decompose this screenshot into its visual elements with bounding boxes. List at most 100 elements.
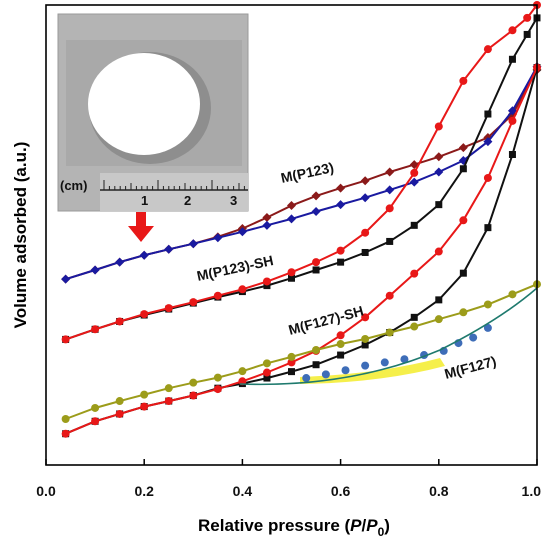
data-point-m-p123-desorption xyxy=(262,213,272,223)
data-point-m-p123-adsorption xyxy=(483,137,493,147)
data-point-m-p123-sh-adsorption xyxy=(288,274,295,282)
data-point-m-p123-adsorption xyxy=(507,106,517,116)
x-axis-title-sub: 0 xyxy=(378,525,385,539)
series-line-m-f127-sh-desorption xyxy=(65,67,538,435)
data-point-m-f127-sh-desorption xyxy=(361,313,370,322)
data-point-m-f127-desorption xyxy=(312,346,321,354)
x-tick-label: 0.8 xyxy=(429,483,449,499)
data-point-m-f127-sh-desorption xyxy=(434,247,443,256)
data-point-m-p123-sh-desorption xyxy=(140,310,149,319)
series-label-m-p123-sh: M(P123)-SH xyxy=(195,252,274,284)
data-point-m-f127-sh-desorption xyxy=(189,391,198,400)
data-point-m-p123-sh-adsorption xyxy=(484,110,492,118)
data-point-m-p123-sh-desorption xyxy=(483,45,492,54)
data-point-m-p123-sh-desorption xyxy=(213,291,222,300)
data-point-m-p123-sh-desorption xyxy=(312,258,321,267)
data-point-m-f127-sh-adsorption xyxy=(288,368,295,376)
data-point-m-p123-sh-adsorption xyxy=(410,221,418,229)
data-point-m-p123-sh-desorption xyxy=(61,335,70,344)
data-point-m-f127-adsorption xyxy=(469,333,478,342)
inset-photo: (cm) 1 2 3 xyxy=(57,13,249,212)
data-point-m-p123-sh-desorption xyxy=(262,277,271,286)
data-point-m-p123-sh-adsorption xyxy=(312,266,320,274)
inset-ruler-ticks xyxy=(103,180,245,190)
data-point-m-f127-sh-adsorption xyxy=(312,361,320,369)
data-point-m-f127-sh-desorption xyxy=(262,368,271,377)
inset-ruler xyxy=(100,173,248,211)
data-point-m-f127-desorption xyxy=(459,308,468,317)
data-point-m-p123-sh-desorption xyxy=(164,304,173,313)
data-point-m-f127-desorption xyxy=(410,322,419,331)
series-m-f127-desorption xyxy=(61,280,541,423)
series-label-m-f127: M(F127) xyxy=(443,353,498,382)
data-point-m-f127-desorption xyxy=(508,290,517,299)
data-point-m-f127-sh-adsorption xyxy=(508,151,516,158)
data-point-m-f127-adsorption xyxy=(341,366,350,375)
data-point-m-f127-desorption xyxy=(115,397,124,406)
data-point-m-f127-desorption xyxy=(213,373,222,382)
data-point-m-f127-adsorption xyxy=(483,323,492,332)
data-point-m-f127-sh-desorption xyxy=(508,116,517,125)
data-point-m-p123-sh-desorption xyxy=(189,298,198,307)
data-point-m-p123-sh-desorption xyxy=(115,317,124,326)
x-axis-title-p0: P xyxy=(366,516,378,535)
data-point-m-f127-desorption xyxy=(385,328,394,337)
data-point-m-f127-desorption xyxy=(483,300,492,309)
data-point-m-p123-sh-desorption xyxy=(508,26,517,35)
data-point-m-f127-sh-desorption xyxy=(213,385,222,394)
x-axis-title-text: Relative pressure ( xyxy=(198,516,350,535)
data-point-m-p123-sh-desorption xyxy=(523,13,532,22)
data-point-m-p123-desorption xyxy=(287,201,296,211)
x-axis-ticks: 0.0 0.2 0.4 0.6 0.8 1.0 xyxy=(36,459,541,499)
data-point-m-p123-sh-adsorption xyxy=(263,282,271,290)
data-point-m-p123-sh-adsorption xyxy=(459,165,467,173)
series-label-m-p123: M(P123) xyxy=(279,159,335,186)
data-point-m-p123-adsorption xyxy=(360,193,370,203)
data-point-m-p123-adsorption xyxy=(409,177,419,187)
data-point-m-p123-sh-adsorption xyxy=(508,55,516,63)
data-point-m-p123-adsorption xyxy=(287,214,296,224)
series-m-f127-sh-desorption xyxy=(61,63,541,438)
data-point-m-f127-sh-desorption xyxy=(459,216,468,225)
data-point-m-p123-adsorption xyxy=(336,200,346,210)
series-m-p123-adsorption xyxy=(61,62,542,284)
data-point-m-p123-sh-adsorption xyxy=(386,237,394,245)
data-point-m-f127-sh-desorption xyxy=(61,429,70,438)
data-point-m-p123-sh-desorption xyxy=(238,285,247,294)
data-point-m-f127-desorption xyxy=(189,378,198,387)
data-point-m-f127-desorption xyxy=(361,334,370,343)
y-axis-title: Volume adsorbed (a.u.) xyxy=(11,142,30,329)
plot-frame xyxy=(45,4,538,466)
data-point-m-p123-desorption xyxy=(311,191,321,201)
data-point-m-f127-sh-adsorption xyxy=(263,374,271,382)
data-point-m-f127-adsorption xyxy=(400,355,409,364)
data-point-m-p123-desorption xyxy=(336,183,346,193)
data-point-m-f127-sh-adsorption xyxy=(361,341,369,349)
data-point-m-f127-sh-adsorption xyxy=(435,296,443,304)
x-tick-label: 0.4 xyxy=(233,483,253,499)
data-point-m-f127-sh-adsorption xyxy=(459,269,467,277)
inset-arrow-head xyxy=(128,226,154,242)
data-point-m-f127-desorption xyxy=(262,359,271,368)
data-point-m-p123-adsorption xyxy=(237,227,247,237)
data-point-m-f127-sh-adsorption xyxy=(410,313,418,321)
data-point-m-p123-sh-desorption xyxy=(361,228,370,237)
inset-scale-label-2: 2 xyxy=(184,193,191,208)
x-axis-title-close: ) xyxy=(384,516,390,535)
data-point-m-p123-sh-adsorption xyxy=(435,201,443,209)
data-point-m-p123-sh-desorption xyxy=(287,268,296,277)
data-point-m-p123-adsorption xyxy=(434,167,444,177)
data-point-m-p123-sh-adsorption xyxy=(523,30,531,38)
m-f127-yellow-highlight xyxy=(300,358,445,384)
inset-scale-unit: (cm) xyxy=(60,178,87,193)
series-line-m-p123-adsorption xyxy=(65,66,538,281)
data-point-m-p123-adsorption xyxy=(139,250,149,260)
data-point-m-p123-adsorption xyxy=(115,257,125,267)
data-point-m-f127-desorption xyxy=(164,384,173,393)
x-axis-title-p: P xyxy=(350,516,362,535)
data-point-m-p123-sh-desorption xyxy=(434,122,443,131)
data-point-m-f127-desorption xyxy=(61,415,70,423)
data-point-m-f127-sh-desorption xyxy=(287,358,296,367)
m-f127-fit-curve xyxy=(239,287,538,386)
data-point-m-p123-adsorption xyxy=(213,233,223,243)
